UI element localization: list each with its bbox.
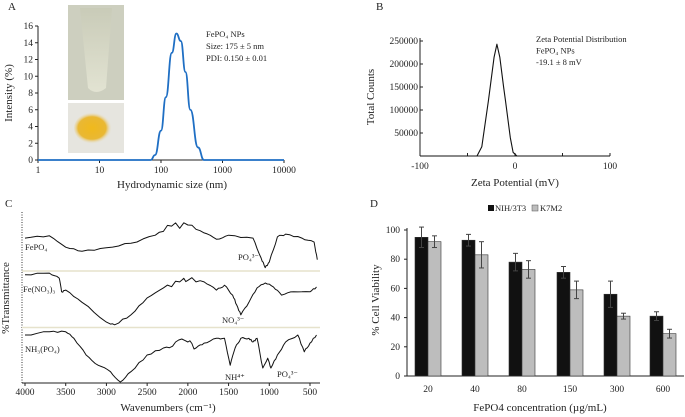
- y-tick-label-D: 0: [395, 372, 400, 382]
- y-tick-label-D: 80: [391, 255, 401, 265]
- bar-NIH/3T3-600: [649, 315, 664, 377]
- panel-letter-C: C: [5, 198, 12, 210]
- x-axis-label-D: FePO4 concentration (µg/mL): [473, 402, 607, 414]
- peak-label-no4: NO₄³⁻: [222, 315, 244, 325]
- x-tick-label-D: 80: [517, 385, 527, 395]
- series-line-B: [420, 43, 610, 157]
- bar-K7M2-600: [662, 333, 677, 377]
- x-tick-label-A: 10: [95, 166, 105, 176]
- y-tick-label-A: 10: [24, 72, 34, 82]
- x-tick-label-C: 4000: [16, 388, 35, 398]
- y-tick-label-B: 50000: [394, 129, 418, 139]
- series-line-A: [37, 32, 284, 161]
- ftir-trace-2: [24, 272, 317, 326]
- panel-letter-A: A: [8, 1, 16, 13]
- x-tick-label-B: 0: [513, 162, 518, 172]
- peak-label-po4-1: PO₄³⁻: [238, 252, 259, 262]
- annotation-B: FePO₄ NPs: [536, 46, 575, 56]
- x-tick-label-A: 1000: [213, 166, 232, 176]
- y-tick-label-B: 150000: [390, 83, 419, 93]
- x-tick-label-B: 100: [603, 162, 618, 172]
- tube-shape: [80, 8, 112, 92]
- x-tick-label-A: 10000: [272, 166, 296, 176]
- x-tick-label-D: 600: [656, 385, 671, 395]
- y-axis-label-A: Intensity (%): [3, 64, 15, 122]
- y-axis-label-B: Total Counts: [365, 69, 377, 125]
- x-tick-label-B: -100: [411, 162, 429, 172]
- panel-letter-D: D: [370, 198, 378, 210]
- y-tick-label-A: 12: [24, 56, 34, 66]
- annotation-A: PDI: 0.150 ± 0.01: [206, 53, 267, 63]
- y-tick-label-B: 250000: [390, 37, 419, 47]
- y-tick-label-B: 200000: [390, 60, 419, 70]
- y-axis-label-C: %Transmittance: [0, 262, 12, 334]
- legend-swatch-k7m2: [531, 204, 539, 212]
- y-tick-label-D: 40: [391, 314, 401, 324]
- x-tick-label-D: 150: [563, 385, 578, 395]
- legend-swatch-nih3t3: [488, 205, 494, 211]
- x-tick-label-C: 3000: [97, 388, 116, 398]
- x-axis-label-A: Hydrodynamic size (nm): [117, 179, 227, 191]
- powder-shape: [74, 112, 114, 144]
- trace-label-fe-no3: Fe(NO₃)₃: [23, 284, 55, 294]
- trace-label-nh3po4: NH₃(PO₄): [25, 344, 60, 354]
- x-tick-label-A: 1: [36, 166, 41, 176]
- bar-K7M2-40: [474, 254, 489, 377]
- x-tick-label-D: 20: [423, 385, 433, 395]
- peak-label-po4-2: PO₄³⁻: [277, 369, 298, 379]
- annotation-B: Zeta Potential Distribution: [536, 34, 627, 44]
- bar-NIH/3T3-150: [556, 272, 571, 377]
- x-tick-label-C: 1000: [260, 388, 279, 398]
- y-tick-label-D: 100: [386, 226, 401, 236]
- panel-letter-B: B: [376, 1, 383, 13]
- y-tick-label-A: 16: [24, 22, 34, 32]
- x-tick-label-C: 1500: [219, 388, 238, 398]
- bar-NIH/3T3-20: [414, 237, 429, 377]
- ftir-trace-3: [25, 330, 317, 383]
- y-tick-label-D: 60: [391, 284, 401, 294]
- y-tick-label-A: 0: [28, 156, 33, 166]
- x-tick-label-A: 100: [154, 166, 169, 176]
- trace-label-fepo4: FePO₄: [25, 242, 47, 252]
- bar-K7M2-150: [569, 289, 584, 377]
- y-tick-label-A: 6: [28, 106, 33, 116]
- annotation-A: FePO₄ NPs: [206, 29, 245, 39]
- y-tick-label-A: 4: [28, 123, 33, 133]
- legend-label-nih3t3: NIH/3T3: [495, 203, 526, 213]
- peak-label-nh4: NH⁴⁺: [225, 372, 245, 382]
- bar-K7M2-80: [521, 269, 536, 377]
- x-tick-label-C: 500: [303, 388, 318, 398]
- y-tick-label-A: 2: [28, 139, 33, 149]
- annotation-A: Size: 175 ± 5 nm: [206, 41, 264, 51]
- x-tick-label-C: 3500: [56, 388, 75, 398]
- x-tick-label-C: 2000: [178, 388, 197, 398]
- y-tick-label-A: 14: [24, 39, 34, 49]
- bar-NIH/3T3-80: [508, 261, 523, 377]
- bar-K7M2-300: [616, 315, 631, 377]
- x-axis-label-B: Zeta Potential (mV): [471, 177, 559, 189]
- y-tick-label-D: 20: [391, 343, 401, 353]
- y-tick-label-B: 100000: [390, 106, 419, 116]
- x-axis-label-C: Wavenumbers (cm⁻¹): [120, 402, 216, 414]
- annotation-B: -19.1 ± 8 mV: [536, 57, 583, 67]
- legend-label-k7m2: K7M2: [540, 203, 562, 213]
- x-tick-label-C: 2500: [138, 388, 157, 398]
- bar-NIH/3T3-40: [461, 239, 476, 377]
- bar-K7M2-20: [427, 241, 442, 377]
- x-tick-label-D: 40: [470, 385, 480, 395]
- ftir-trace-1: [24, 222, 318, 269]
- x-tick-label-D: 300: [610, 385, 625, 395]
- y-axis-label-D: % Cell Viability: [370, 264, 382, 336]
- y-tick-label-A: 8: [28, 89, 33, 99]
